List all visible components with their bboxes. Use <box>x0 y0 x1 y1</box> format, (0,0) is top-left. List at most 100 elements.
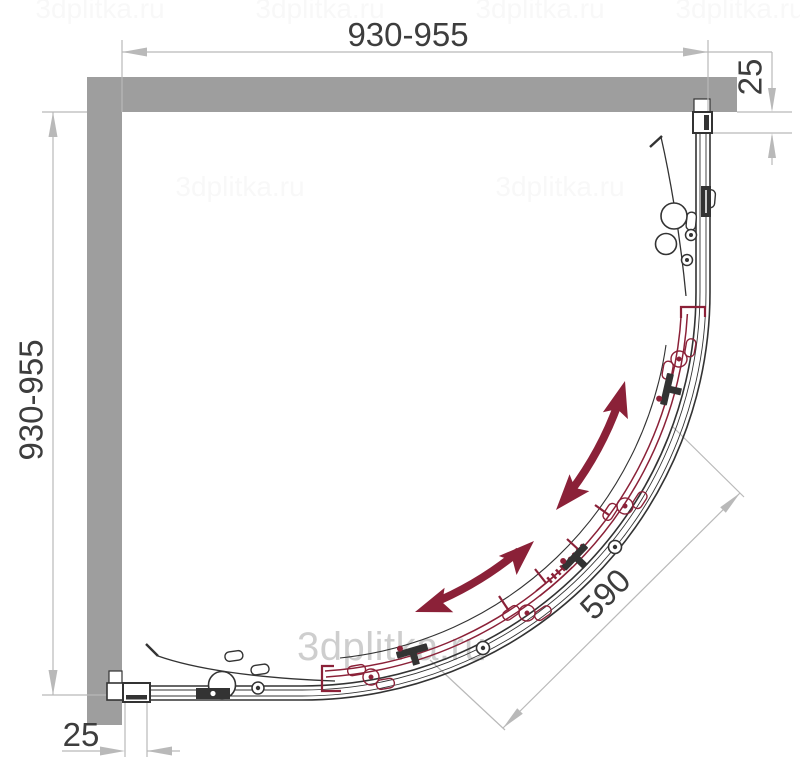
extension-line <box>429 659 506 731</box>
guide-arm <box>395 643 429 659</box>
door1-top-cap <box>679 305 707 318</box>
roller-cluster <box>602 491 648 521</box>
dimension-bottom-left-offset: 25 <box>62 703 180 757</box>
arrow-down-icon <box>768 88 776 112</box>
dimension-left-height: 930-955 <box>13 111 122 696</box>
roller-clusters-black <box>196 186 717 700</box>
dimension-top-width: 930-955 <box>121 16 772 112</box>
door-guide-bracket <box>560 543 588 571</box>
guide-foot <box>573 555 588 570</box>
axle-icon <box>676 356 682 362</box>
roller-pill <box>224 649 244 663</box>
roller-wheel <box>518 604 536 622</box>
clip-icon <box>594 504 610 516</box>
dimension-label-left: 930-955 <box>13 339 50 460</box>
extension-line <box>671 425 745 498</box>
watermark-faint: 3dplitka.ru <box>35 0 164 24</box>
guide-foot <box>409 651 420 666</box>
track-inner-line <box>148 133 697 687</box>
roller-pill <box>502 604 521 621</box>
dimension-label-top: 930-955 <box>347 16 468 53</box>
arrowhead-icon <box>556 474 590 510</box>
roller-cluster-bottom <box>196 649 270 700</box>
arrow-down-icon <box>48 670 58 695</box>
dimension-label-top-right: 25 <box>732 59 769 96</box>
guide-arm <box>561 543 588 571</box>
watermark-faint: 3dplitka.ru <box>675 0 800 24</box>
roller-pill <box>375 677 396 691</box>
roller-wheel <box>660 202 688 230</box>
wall-top <box>87 77 737 112</box>
dimension-top-right-offset: 25 <box>712 52 792 165</box>
curved-track <box>145 133 711 701</box>
arrow-right-icon <box>100 746 125 756</box>
arrowhead-icon <box>602 381 628 420</box>
watermark-tile-row: 3dplitka.ru 3dplitka.ru 3dplitka.ru 3dpl… <box>35 0 800 202</box>
dimension-label-door-width: 590 <box>572 561 637 626</box>
screw-dot <box>480 645 486 651</box>
screw-dot <box>255 685 261 691</box>
roller-pill <box>533 605 552 622</box>
door2-inner-edge <box>324 562 569 672</box>
axle-icon <box>622 503 628 509</box>
dimension-label-bottom-left: 25 <box>63 716 100 753</box>
watermark-faint: 3dplitka.ru <box>475 0 604 24</box>
wall-profile-bottom-seal <box>126 695 147 700</box>
door-guide-bracket <box>656 372 682 406</box>
roller-cluster <box>502 604 552 622</box>
roller-cluster-top <box>654 186 717 267</box>
arrowhead-icon <box>498 541 534 576</box>
guide-screw-icon <box>560 558 567 565</box>
wall-slot-left <box>108 670 123 685</box>
roller-wheel <box>362 668 380 686</box>
door1-outer-edge <box>539 313 689 597</box>
door-stop-bottom-icon <box>145 643 159 657</box>
watermark-faint: 3dplitka.ru <box>495 171 624 202</box>
watermark-faint: 3dplitka.ru <box>175 171 304 202</box>
arrow-downleft-icon <box>503 708 523 728</box>
watermark-main: 3dplitka.ru <box>297 625 487 669</box>
roller-pill <box>631 491 648 510</box>
roller-wheel <box>654 232 678 256</box>
roller-cluster <box>346 663 396 691</box>
arrow-left-icon <box>147 746 172 756</box>
track-mid-line <box>148 133 707 697</box>
door2-outer-edge <box>325 566 574 678</box>
door-stop-top-icon <box>649 135 663 148</box>
door-guides <box>395 372 682 666</box>
walls <box>87 77 737 725</box>
roller-wheel <box>670 350 688 368</box>
arrow-up-icon <box>768 133 776 158</box>
axle-icon <box>524 610 530 616</box>
slide-arrow-lower <box>415 541 534 613</box>
arrow-up-icon <box>48 112 58 137</box>
arrowhead-icon <box>415 587 454 613</box>
door-guide-bracket <box>395 643 429 666</box>
arrow-right-icon <box>683 47 708 57</box>
wall-profile-top <box>692 111 713 134</box>
roller-wheel <box>616 497 634 515</box>
door2-bottom-cap <box>320 664 341 693</box>
wall-profile-bottom-small <box>106 682 124 701</box>
arrow-upright-icon <box>720 493 740 513</box>
wall-profiles <box>106 111 713 703</box>
arrow-shaft <box>429 547 522 608</box>
arrow-shaft <box>567 402 622 494</box>
wall-profile-top-seal <box>704 115 709 130</box>
screw-dot <box>689 233 693 237</box>
guide-foot <box>667 385 682 396</box>
clip-icon <box>534 568 547 584</box>
roller-pill <box>250 663 270 676</box>
guide-arm <box>660 372 674 406</box>
roller-pill <box>346 663 367 677</box>
track-outer-line <box>148 133 711 701</box>
screw-dot <box>612 544 618 550</box>
guide-screw-icon <box>656 395 663 402</box>
roller-pill <box>602 502 619 521</box>
screw-dot <box>685 258 689 262</box>
watermark-faint: 3dplitka.ru <box>255 0 384 24</box>
axle-icon <box>368 674 374 680</box>
roller-pill <box>684 338 697 358</box>
wall-left <box>87 112 122 725</box>
